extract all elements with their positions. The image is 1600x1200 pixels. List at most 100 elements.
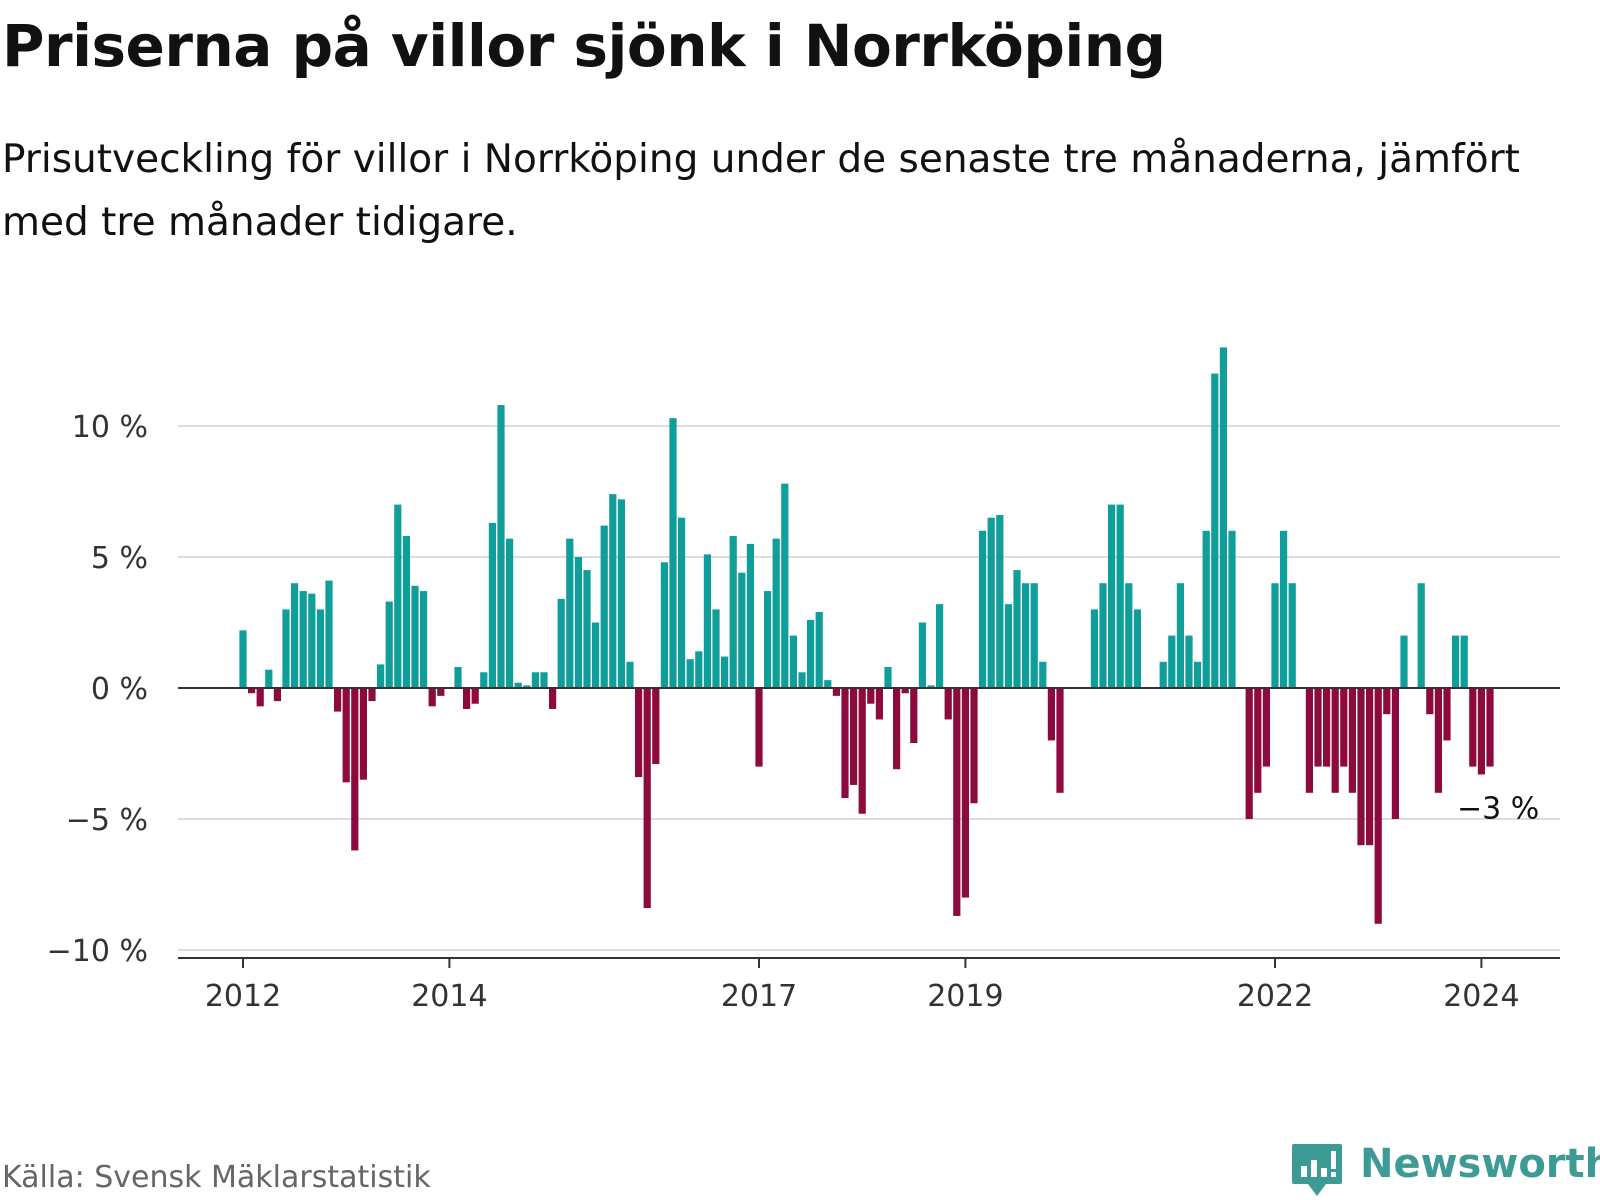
bar	[721, 656, 729, 688]
x-tick-label: 2019	[927, 979, 1003, 1014]
y-tick-label: 0 %	[91, 672, 148, 707]
bar	[1374, 688, 1382, 924]
bar	[918, 622, 926, 688]
bar	[1228, 530, 1236, 688]
x-tick-label: 2012	[205, 979, 281, 1014]
bar	[815, 612, 823, 688]
bar	[308, 593, 316, 688]
bar	[1245, 688, 1253, 819]
bar-chart: 10 % 5 % 0 % −5 % −10 % 2012 2014 2017 2019 2022 2…	[47, 347, 1560, 1014]
bar	[1176, 583, 1184, 688]
y-tick-label: 10 %	[72, 410, 148, 445]
bar	[703, 554, 711, 688]
bar	[1099, 583, 1107, 688]
bar	[428, 688, 436, 707]
bar	[1116, 504, 1124, 688]
bar	[1288, 583, 1296, 688]
bar	[1262, 688, 1270, 767]
bar	[807, 619, 815, 688]
bar	[875, 688, 883, 720]
bar	[1486, 688, 1494, 767]
bar	[987, 517, 995, 688]
bar	[1004, 604, 1012, 688]
bar	[351, 688, 359, 851]
bar	[936, 604, 944, 688]
bar	[1211, 373, 1219, 688]
bar	[1348, 688, 1356, 793]
bar	[531, 672, 539, 688]
bar	[557, 598, 565, 688]
bar	[1417, 583, 1425, 688]
bar	[273, 688, 281, 702]
bar	[1460, 635, 1468, 688]
bar	[497, 405, 505, 688]
bar	[342, 688, 350, 783]
bar	[626, 661, 634, 688]
bar	[600, 525, 608, 688]
bar	[746, 543, 754, 688]
labels: 10 % 5 % 0 % −5 % −10 % 2012 2014 2017 2019 2022 2…	[47, 410, 1540, 1014]
bar	[1426, 688, 1434, 715]
bar	[1090, 609, 1098, 688]
bar	[841, 688, 849, 799]
bar	[377, 664, 385, 688]
bar	[256, 688, 264, 707]
chart-subtitle: Prisutveckling för villor i Norrköping u…	[2, 137, 1520, 245]
bars	[239, 347, 1494, 924]
bar	[669, 418, 677, 688]
bar	[394, 504, 402, 688]
bar	[867, 688, 875, 704]
bar	[540, 672, 548, 688]
bar	[858, 688, 866, 814]
y-tick-label: −10 %	[47, 934, 148, 969]
bar	[1013, 570, 1021, 688]
y-tick-label: 5 %	[91, 541, 148, 576]
bar	[1452, 635, 1460, 688]
source-credit: Källa: Svensk Mäklarstatistik	[2, 1160, 431, 1195]
bar	[1108, 504, 1116, 688]
bar	[1271, 583, 1279, 688]
bar	[248, 688, 256, 694]
bar	[738, 572, 746, 688]
brand-logo: Newsworthy	[1290, 1138, 1600, 1198]
bar	[1323, 688, 1331, 767]
bar	[1133, 609, 1141, 688]
bar	[1434, 688, 1442, 793]
bar	[635, 688, 643, 778]
bar	[549, 688, 557, 709]
bar	[979, 530, 987, 688]
brand-name: Newsworthy	[1360, 1141, 1600, 1187]
bar	[420, 591, 428, 688]
bar	[996, 515, 1004, 688]
bar	[1047, 688, 1055, 741]
bar	[832, 688, 840, 696]
bar	[463, 688, 471, 709]
bar	[1305, 688, 1313, 793]
bar	[282, 609, 290, 688]
bar	[402, 536, 410, 688]
bar	[583, 570, 591, 688]
bar	[239, 630, 247, 688]
x-tick-label: 2022	[1237, 979, 1313, 1014]
bar	[574, 557, 582, 688]
bar	[1194, 661, 1202, 688]
bar	[781, 483, 789, 688]
bar	[961, 688, 969, 898]
bar	[506, 538, 514, 688]
bar	[437, 688, 445, 696]
bar	[368, 688, 376, 702]
bar	[325, 580, 333, 688]
bar	[1469, 688, 1477, 767]
bar	[385, 601, 393, 688]
y-tick-label: −5 %	[66, 803, 148, 838]
bar	[1159, 661, 1167, 688]
bar	[1383, 688, 1391, 715]
bar	[1202, 530, 1210, 688]
bar	[1039, 661, 1047, 688]
bar	[299, 591, 307, 688]
bar	[1219, 347, 1227, 688]
bar	[1314, 688, 1322, 767]
bar	[1477, 688, 1485, 775]
bar	[617, 499, 625, 688]
x-tick-label: 2014	[411, 979, 487, 1014]
